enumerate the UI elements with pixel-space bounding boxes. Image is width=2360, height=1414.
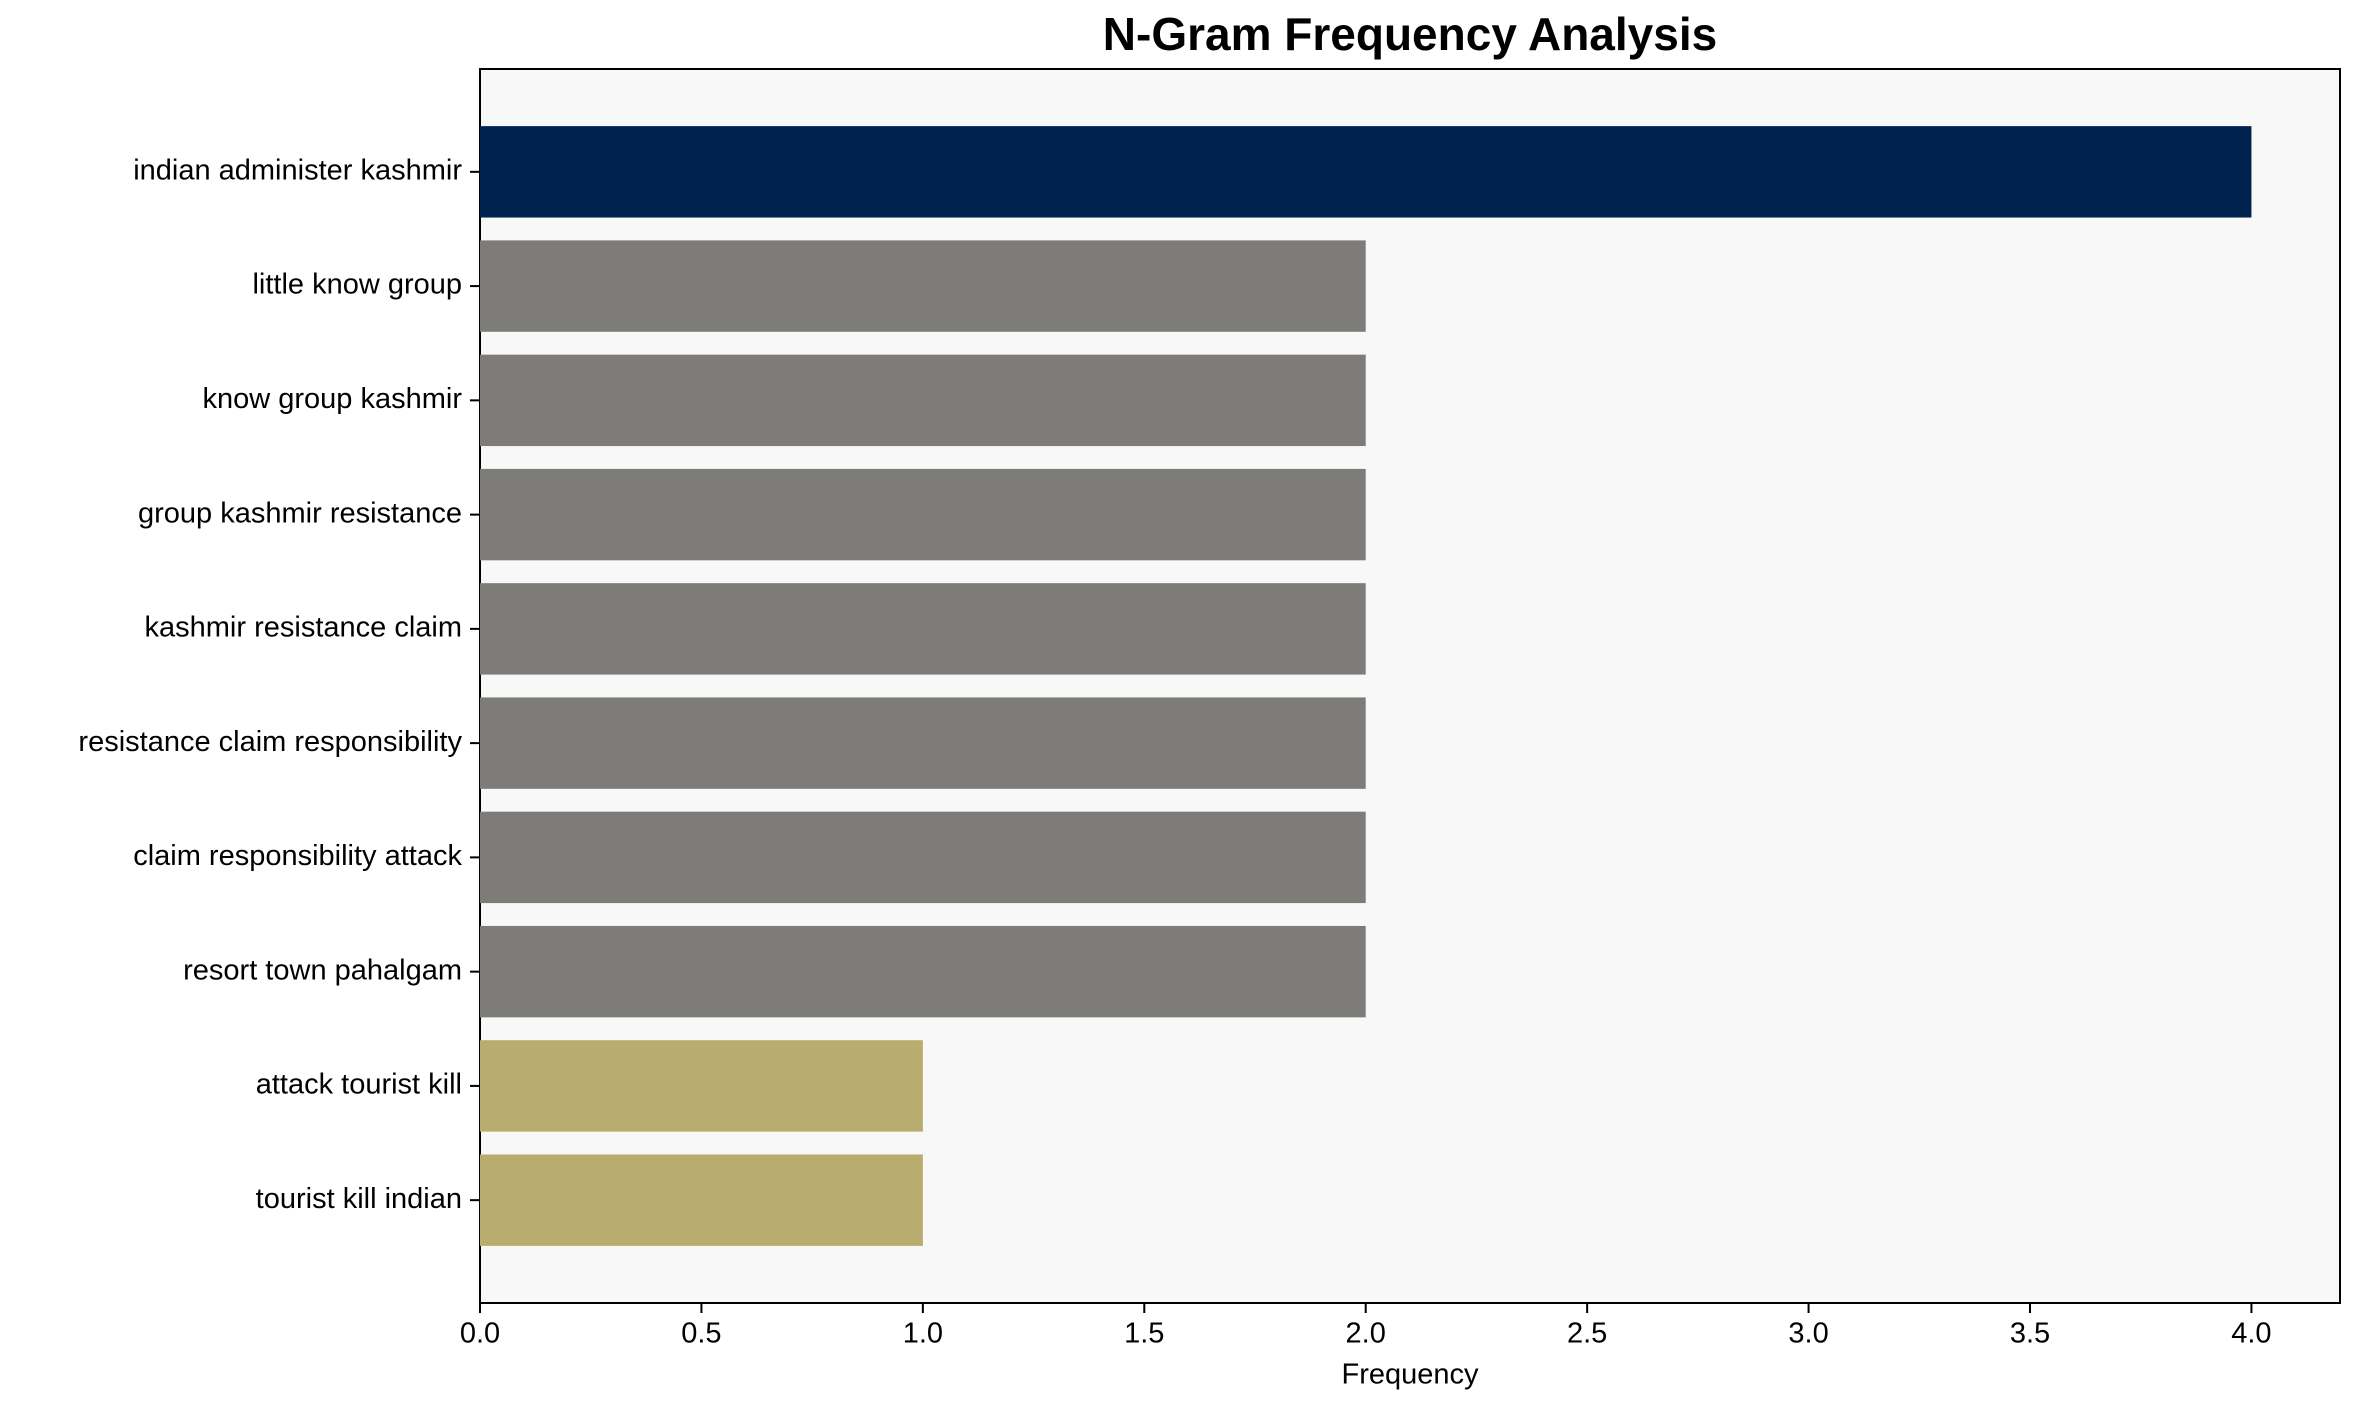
- bar: [480, 1154, 923, 1246]
- x-tick-label: 1.5: [1124, 1318, 1164, 1350]
- x-tick-label: 1.0: [903, 1318, 943, 1350]
- y-tick-label: tourist kill indian: [256, 1183, 462, 1215]
- x-tick-label: 3.5: [2010, 1318, 2050, 1350]
- x-tick-label: 2.5: [1567, 1318, 1607, 1350]
- bar: [480, 354, 1366, 447]
- bar: [480, 240, 1366, 332]
- x-tick-label: 4.0: [2231, 1318, 2271, 1350]
- y-tick-label: know group kashmir: [203, 383, 463, 415]
- y-tick-label: resistance claim responsibility: [78, 726, 462, 758]
- x-tick-label: 3.0: [1788, 1318, 1828, 1350]
- y-tick-label: kashmir resistance claim: [145, 612, 462, 644]
- bar: [480, 697, 1366, 789]
- y-tick-label: group kashmir resistance: [138, 497, 462, 529]
- x-axis-label: Frequency: [1341, 1359, 1479, 1391]
- y-tick-label: claim responsibility attack: [133, 840, 462, 872]
- bar: [480, 811, 1366, 904]
- y-tick-label: attack tourist kill: [256, 1069, 462, 1101]
- bar: [480, 1040, 923, 1132]
- y-tick-label: resort town pahalgam: [183, 954, 462, 986]
- bar: [480, 468, 1366, 561]
- x-tick-label: 2.0: [1346, 1318, 1386, 1350]
- x-tick-label: 0.0: [460, 1318, 500, 1350]
- y-tick-label: little know group: [252, 269, 462, 301]
- bar: [480, 583, 1366, 675]
- bar: [480, 126, 2252, 218]
- x-tick-label: 0.5: [681, 1318, 721, 1350]
- chart-title: N-Gram Frequency Analysis: [1103, 8, 1717, 60]
- y-tick-label: indian administer kashmir: [133, 154, 462, 186]
- bar: [480, 925, 1366, 1018]
